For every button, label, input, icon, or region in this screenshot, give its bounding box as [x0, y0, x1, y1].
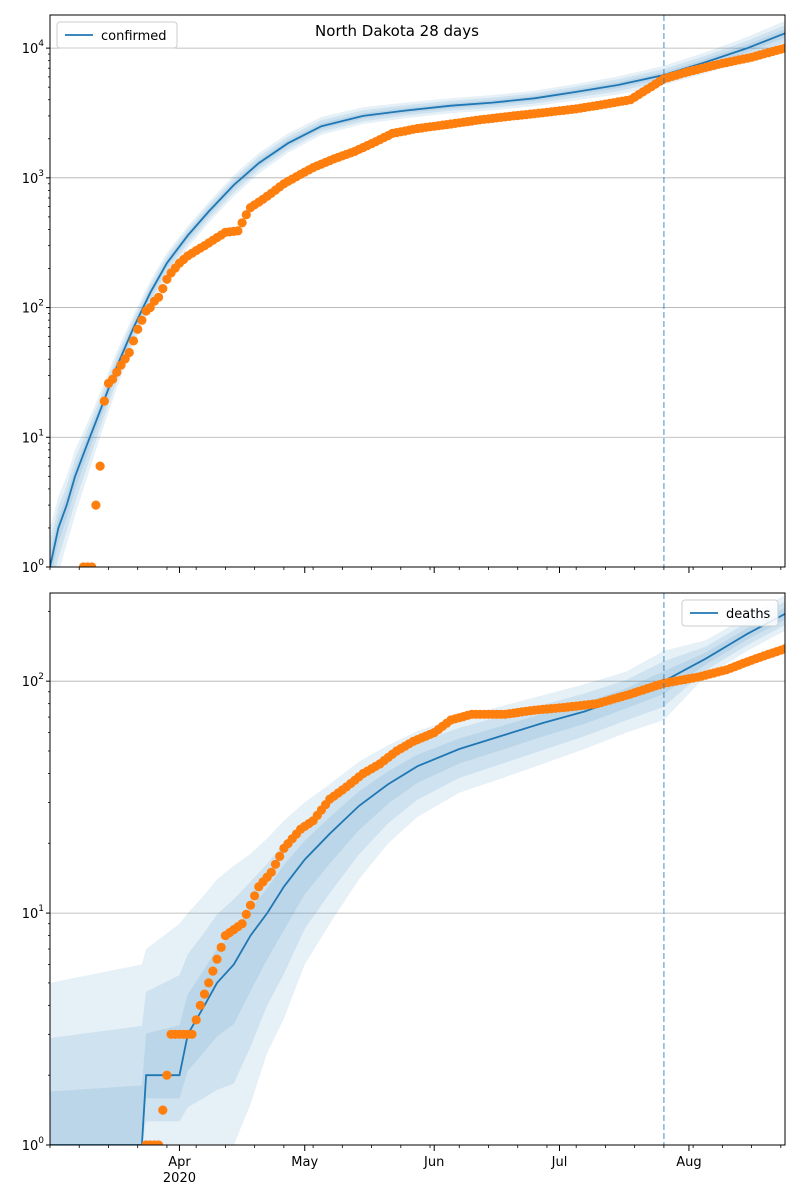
data-point	[128, 336, 139, 346]
legend: deaths	[681, 599, 779, 627]
series-line-confirmed	[50, 32, 785, 567]
chart-title: North Dakota 28 days	[315, 22, 479, 40]
x-tick-label: May	[291, 1155, 318, 1170]
data-point	[241, 909, 251, 920]
data-point	[199, 989, 210, 999]
plot-area	[50, 20, 785, 567]
confidence-band	[50, 601, 785, 1145]
data-point	[266, 867, 276, 877]
data-point	[204, 978, 214, 988]
data-point	[124, 347, 134, 358]
legend-frame	[681, 599, 779, 627]
data-point	[216, 942, 226, 953]
x-tick-label: Jun	[423, 1155, 444, 1170]
data-point	[237, 919, 247, 929]
data-point	[195, 1000, 205, 1011]
data-point	[212, 954, 222, 964]
data-point	[191, 1015, 201, 1025]
x-tick-label: Apr	[168, 1155, 191, 1170]
data-point	[154, 292, 164, 302]
axes-frame	[49, 14, 786, 568]
y-tick-label: 104	[22, 39, 45, 57]
x-tick-label: Aug	[676, 1155, 701, 1170]
data-point	[87, 562, 97, 567]
data-point	[112, 367, 122, 377]
legend: confirmed	[56, 21, 178, 49]
data-point	[137, 315, 147, 325]
data-point	[780, 644, 785, 654]
confirmed-panel: 100 101 102 103 104 North Dakota 28 days confi…	[22, 14, 786, 576]
confidence-band	[50, 607, 785, 1145]
data-point	[99, 396, 109, 406]
data-point	[91, 500, 101, 510]
y-tick-label: 100	[22, 558, 45, 576]
data-point	[241, 210, 251, 220]
y-tick-label: 100	[22, 1136, 45, 1154]
y-tick-label: 102	[22, 672, 44, 690]
data-point	[154, 1140, 164, 1145]
legend-frame	[56, 21, 178, 49]
plot-area	[50, 595, 785, 1145]
confidence-band	[50, 595, 785, 1145]
x-tick-label: Jul	[551, 1155, 568, 1170]
legend-label: deaths	[726, 607, 771, 622]
data-point	[162, 1070, 172, 1080]
data-point	[250, 891, 260, 901]
data-point	[233, 226, 243, 236]
y-tick-label: 101	[22, 428, 44, 446]
legend-label: confirmed	[101, 29, 167, 44]
data-point	[270, 859, 281, 869]
data-point	[245, 900, 256, 910]
y-tick-label: 103	[22, 169, 44, 187]
data-point	[158, 284, 168, 294]
y-tick-label: 102	[22, 299, 44, 317]
data-point	[108, 374, 118, 384]
data-point	[237, 218, 247, 228]
axes-frame	[49, 592, 786, 1146]
data-point	[133, 324, 143, 334]
data-point	[158, 1105, 168, 1115]
data-point	[187, 1029, 197, 1039]
data-point	[275, 851, 285, 862]
data-point	[95, 461, 105, 471]
data-point	[208, 966, 218, 976]
data-point	[780, 43, 785, 53]
x-tick-sublabel: 2020	[163, 1171, 196, 1186]
y-tick-label: 101	[22, 904, 44, 922]
